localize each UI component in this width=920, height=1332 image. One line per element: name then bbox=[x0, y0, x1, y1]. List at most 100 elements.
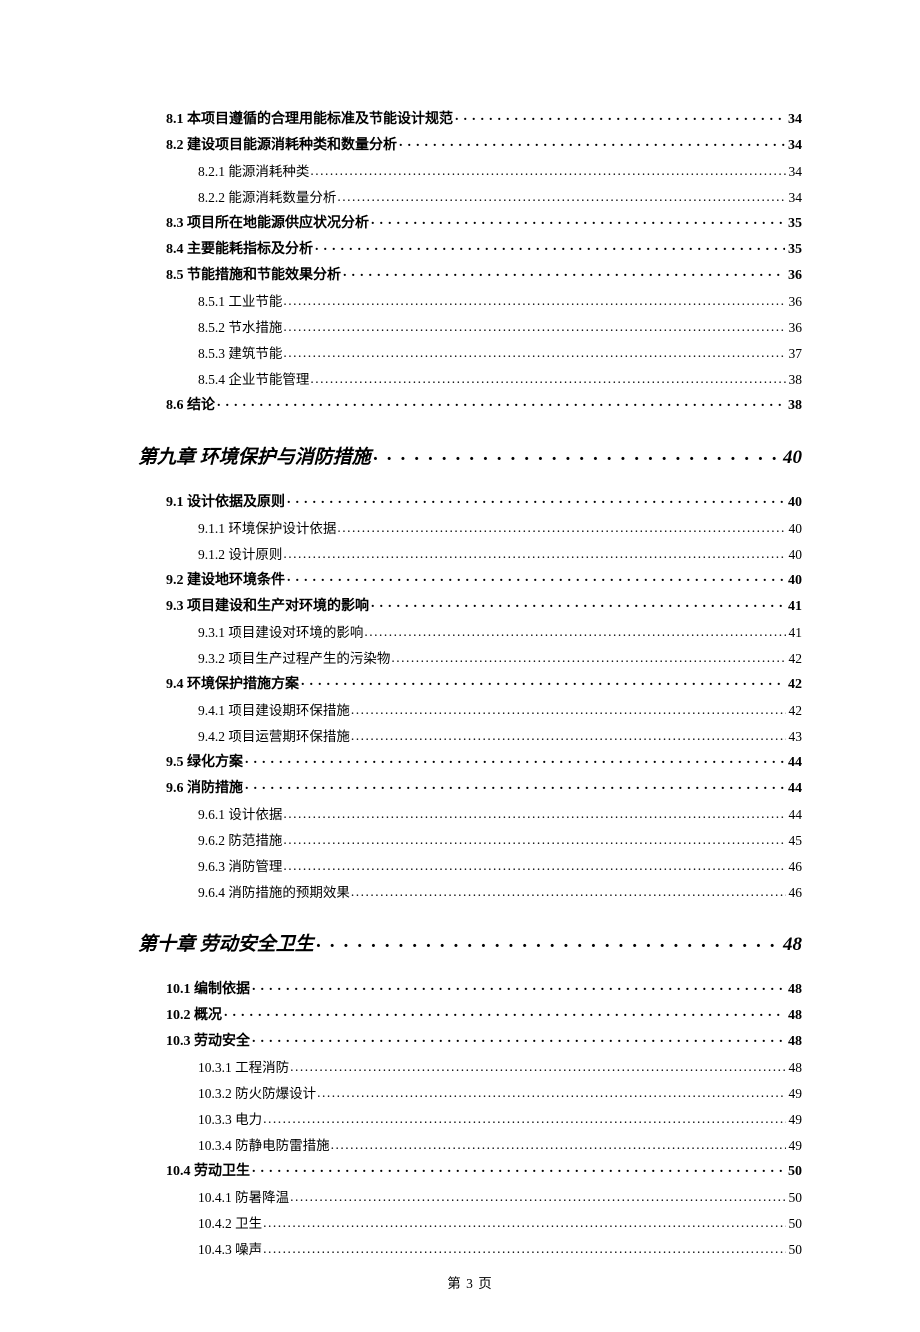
toc-leader-dots bbox=[453, 109, 785, 123]
toc-entry-label: 10.4.2 卫生 bbox=[198, 1212, 262, 1232]
toc-entry: 9.5 绿化方案 44 bbox=[138, 751, 802, 771]
toc-entry-label: 8.2.2 能源消耗数量分析 bbox=[198, 186, 336, 206]
toc-entry-page: 42 bbox=[786, 651, 803, 667]
toc-entry-page: 48 bbox=[785, 1034, 802, 1050]
toc-entry: 9.3 项目建设和生产对环境的影响41 bbox=[138, 595, 802, 615]
toc-entry-label: 8.5.2 节水措施 bbox=[198, 316, 282, 336]
toc-entry: 9.3.2 项目生产过程产生的污染物42 bbox=[138, 647, 802, 667]
toc-leader-dots bbox=[282, 345, 785, 359]
toc-leader-dots bbox=[336, 189, 785, 203]
toc-entry-label: 9.1 设计依据及原则 bbox=[166, 491, 285, 511]
toc-entry-label: 第九章 环境保护与消防措施 bbox=[138, 442, 371, 469]
toc-entry: 8.5.2 节水措施 36 bbox=[138, 316, 802, 336]
toc-entry: 10.1 编制依据48 bbox=[138, 978, 802, 998]
toc-entry-label: 10.3.4 防静电防雷措施 bbox=[198, 1134, 330, 1154]
toc-entry: 10.4.3 噪声50 bbox=[138, 1238, 802, 1258]
toc-leader-dots bbox=[262, 1241, 785, 1255]
toc-entry-page: 42 bbox=[785, 677, 802, 693]
toc-entry-label: 8.5 节能措施和节能效果分析 bbox=[166, 264, 341, 284]
toc-entry-page: 36 bbox=[785, 268, 802, 284]
toc-leader-dots bbox=[282, 858, 785, 872]
toc-entry-page: 40 bbox=[786, 521, 803, 537]
toc-entry-label: 8.3 项目所在地能源供应状况分析 bbox=[166, 212, 369, 232]
toc-entry: 10.3 劳动安全 48 bbox=[138, 1030, 802, 1050]
toc-entry: 9.2 建设地环境条件40 bbox=[138, 569, 802, 589]
toc-leader-dots bbox=[222, 1005, 785, 1019]
page-footer: 第 3 页 bbox=[138, 1272, 802, 1292]
toc-entry: 8.2.2 能源消耗数量分析 34 bbox=[138, 186, 802, 206]
toc-entry-page: 34 bbox=[786, 190, 803, 206]
toc-entry-page: 36 bbox=[786, 320, 803, 336]
toc-entry-page: 40 bbox=[786, 547, 803, 563]
toc-entry: 8.1 本项目遵循的合理用能标准及节能设计规范34 bbox=[138, 108, 802, 128]
toc-leader-dots bbox=[282, 293, 785, 307]
toc-entry-label: 10.3 劳动安全 bbox=[166, 1030, 250, 1050]
toc-leader-dots bbox=[330, 1137, 786, 1151]
toc-leader-dots bbox=[309, 163, 785, 177]
toc-entry: 8.5.1 工业节能36 bbox=[138, 290, 802, 310]
toc-leader-dots bbox=[285, 570, 785, 584]
toc-entry: 8.3 项目所在地能源供应状况分析35 bbox=[138, 212, 802, 232]
toc-entry-label: 8.1 本项目遵循的合理用能标准及节能设计规范 bbox=[166, 108, 453, 128]
toc-leader-dots bbox=[285, 492, 785, 506]
toc-entry-label: 9.4.2 项目运营期环保措施 bbox=[198, 725, 350, 745]
toc-leader-dots bbox=[243, 778, 785, 792]
toc-entry: 9.4 环境保护措施方案42 bbox=[138, 673, 802, 693]
toc-entry-page: 44 bbox=[785, 781, 802, 797]
toc-entry-label: 8.5.3 建筑节能 bbox=[198, 342, 282, 362]
toc-entry-label: 9.6.4 消防措施的预期效果 bbox=[198, 881, 350, 901]
toc-entry: 9.6.1 设计依据 44 bbox=[138, 803, 802, 823]
toc-leader-dots bbox=[350, 702, 786, 716]
toc-entry-label: 9.6 消防措施 bbox=[166, 777, 243, 797]
toc-entry-page: 43 bbox=[786, 729, 803, 745]
toc-entry: 10.4 劳动卫生50 bbox=[138, 1160, 802, 1180]
toc-entry-page: 37 bbox=[786, 346, 803, 362]
toc-entry-label: 9.1.2 设计原则 bbox=[198, 543, 282, 563]
toc-entry-label: 9.4.1 项目建设期环保措施 bbox=[198, 699, 350, 719]
toc-leader-dots bbox=[282, 546, 785, 560]
toc-entry: 10.3.4 防静电防雷措施49 bbox=[138, 1134, 802, 1154]
toc-entry-label: 8.4 主要能耗指标及分析 bbox=[166, 238, 313, 258]
toc-entry-label: 9.1.1 环境保护设计依据 bbox=[198, 517, 336, 537]
toc-leader-dots bbox=[289, 1189, 785, 1203]
toc-entry-page: 34 bbox=[785, 138, 802, 154]
toc-entry: 9.4.1 项目建设期环保措施42 bbox=[138, 699, 802, 719]
toc-entry-label: 9.3 项目建设和生产对环境的影响 bbox=[166, 595, 369, 615]
toc-leader-dots bbox=[282, 832, 785, 846]
toc-entry-page: 49 bbox=[786, 1112, 803, 1128]
toc-entry: 9.3.1 项目建设对环境的影响41 bbox=[138, 621, 802, 641]
toc-entry-page: 44 bbox=[785, 755, 802, 771]
toc-entry-page: 50 bbox=[785, 1164, 802, 1180]
toc-leader-dots bbox=[243, 752, 785, 766]
toc-entry-page: 40 bbox=[785, 495, 802, 511]
toc-entry-page: 38 bbox=[786, 372, 803, 388]
toc-entry: 8.5.4 企业节能管理38 bbox=[138, 368, 802, 388]
toc-leader-dots bbox=[369, 596, 785, 610]
toc-entry: 9.6.3 消防管理46 bbox=[138, 855, 802, 875]
toc-leader-dots bbox=[262, 1215, 785, 1229]
toc-leader-dots bbox=[336, 520, 785, 534]
toc-entry: 9.1.2 设计原则 40 bbox=[138, 543, 802, 563]
toc-entry-label: 8.2 建设项目能源消耗种类和数量分析 bbox=[166, 134, 397, 154]
toc-entry-label: 10.4.3 噪声 bbox=[198, 1238, 262, 1258]
toc-entry: 第九章 环境保护与消防措施40 bbox=[138, 442, 802, 469]
toc-entry-label: 8.2.1 能源消耗种类 bbox=[198, 160, 309, 180]
toc-entry-page: 44 bbox=[786, 807, 803, 823]
toc-entry-page: 48 bbox=[786, 1060, 803, 1076]
toc-entry-page: 48 bbox=[780, 934, 802, 956]
toc-entry-page: 40 bbox=[785, 573, 802, 589]
toc-entry: 8.2 建设项目能源消耗种类和数量分析 34 bbox=[138, 134, 802, 154]
toc-leader-dots bbox=[282, 806, 785, 820]
toc-entry: 10.3.3 电力49 bbox=[138, 1108, 802, 1128]
toc-entry-label: 9.6.1 设计依据 bbox=[198, 803, 282, 823]
toc-entry-page: 35 bbox=[785, 242, 802, 258]
toc-leader-dots bbox=[314, 931, 780, 950]
toc-entry: 8.2.1 能源消耗种类34 bbox=[138, 160, 802, 180]
toc-entry-page: 45 bbox=[786, 833, 803, 849]
toc-entry-page: 50 bbox=[786, 1190, 803, 1206]
toc-leader-dots bbox=[341, 265, 785, 279]
toc-entry: 8.6 结论38 bbox=[138, 394, 802, 414]
toc-entry-label: 9.5 绿化方案 bbox=[166, 751, 243, 771]
toc-entry-label: 9.3.1 项目建设对环境的影响 bbox=[198, 621, 363, 641]
toc-entry: 10.3.1 工程消防48 bbox=[138, 1056, 802, 1076]
